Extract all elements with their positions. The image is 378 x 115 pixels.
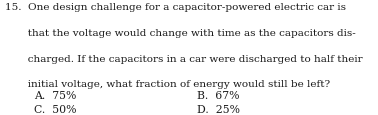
Text: 15.  One design challenge for a capacitor-powered electric car is: 15. One design challenge for a capacitor… <box>5 3 345 12</box>
Text: A.  75%: A. 75% <box>34 90 76 100</box>
Text: charged. If the capacitors in a car were discharged to half their: charged. If the capacitors in a car were… <box>5 54 362 63</box>
Text: B.  67%: B. 67% <box>197 90 239 100</box>
Text: that the voltage would change with time as the capacitors dis-: that the voltage would change with time … <box>5 29 355 38</box>
Text: D.  25%: D. 25% <box>197 104 240 114</box>
Text: C.  50%: C. 50% <box>34 104 76 114</box>
Text: initial voltage, what fraction of energy would still be left?: initial voltage, what fraction of energy… <box>5 79 330 88</box>
